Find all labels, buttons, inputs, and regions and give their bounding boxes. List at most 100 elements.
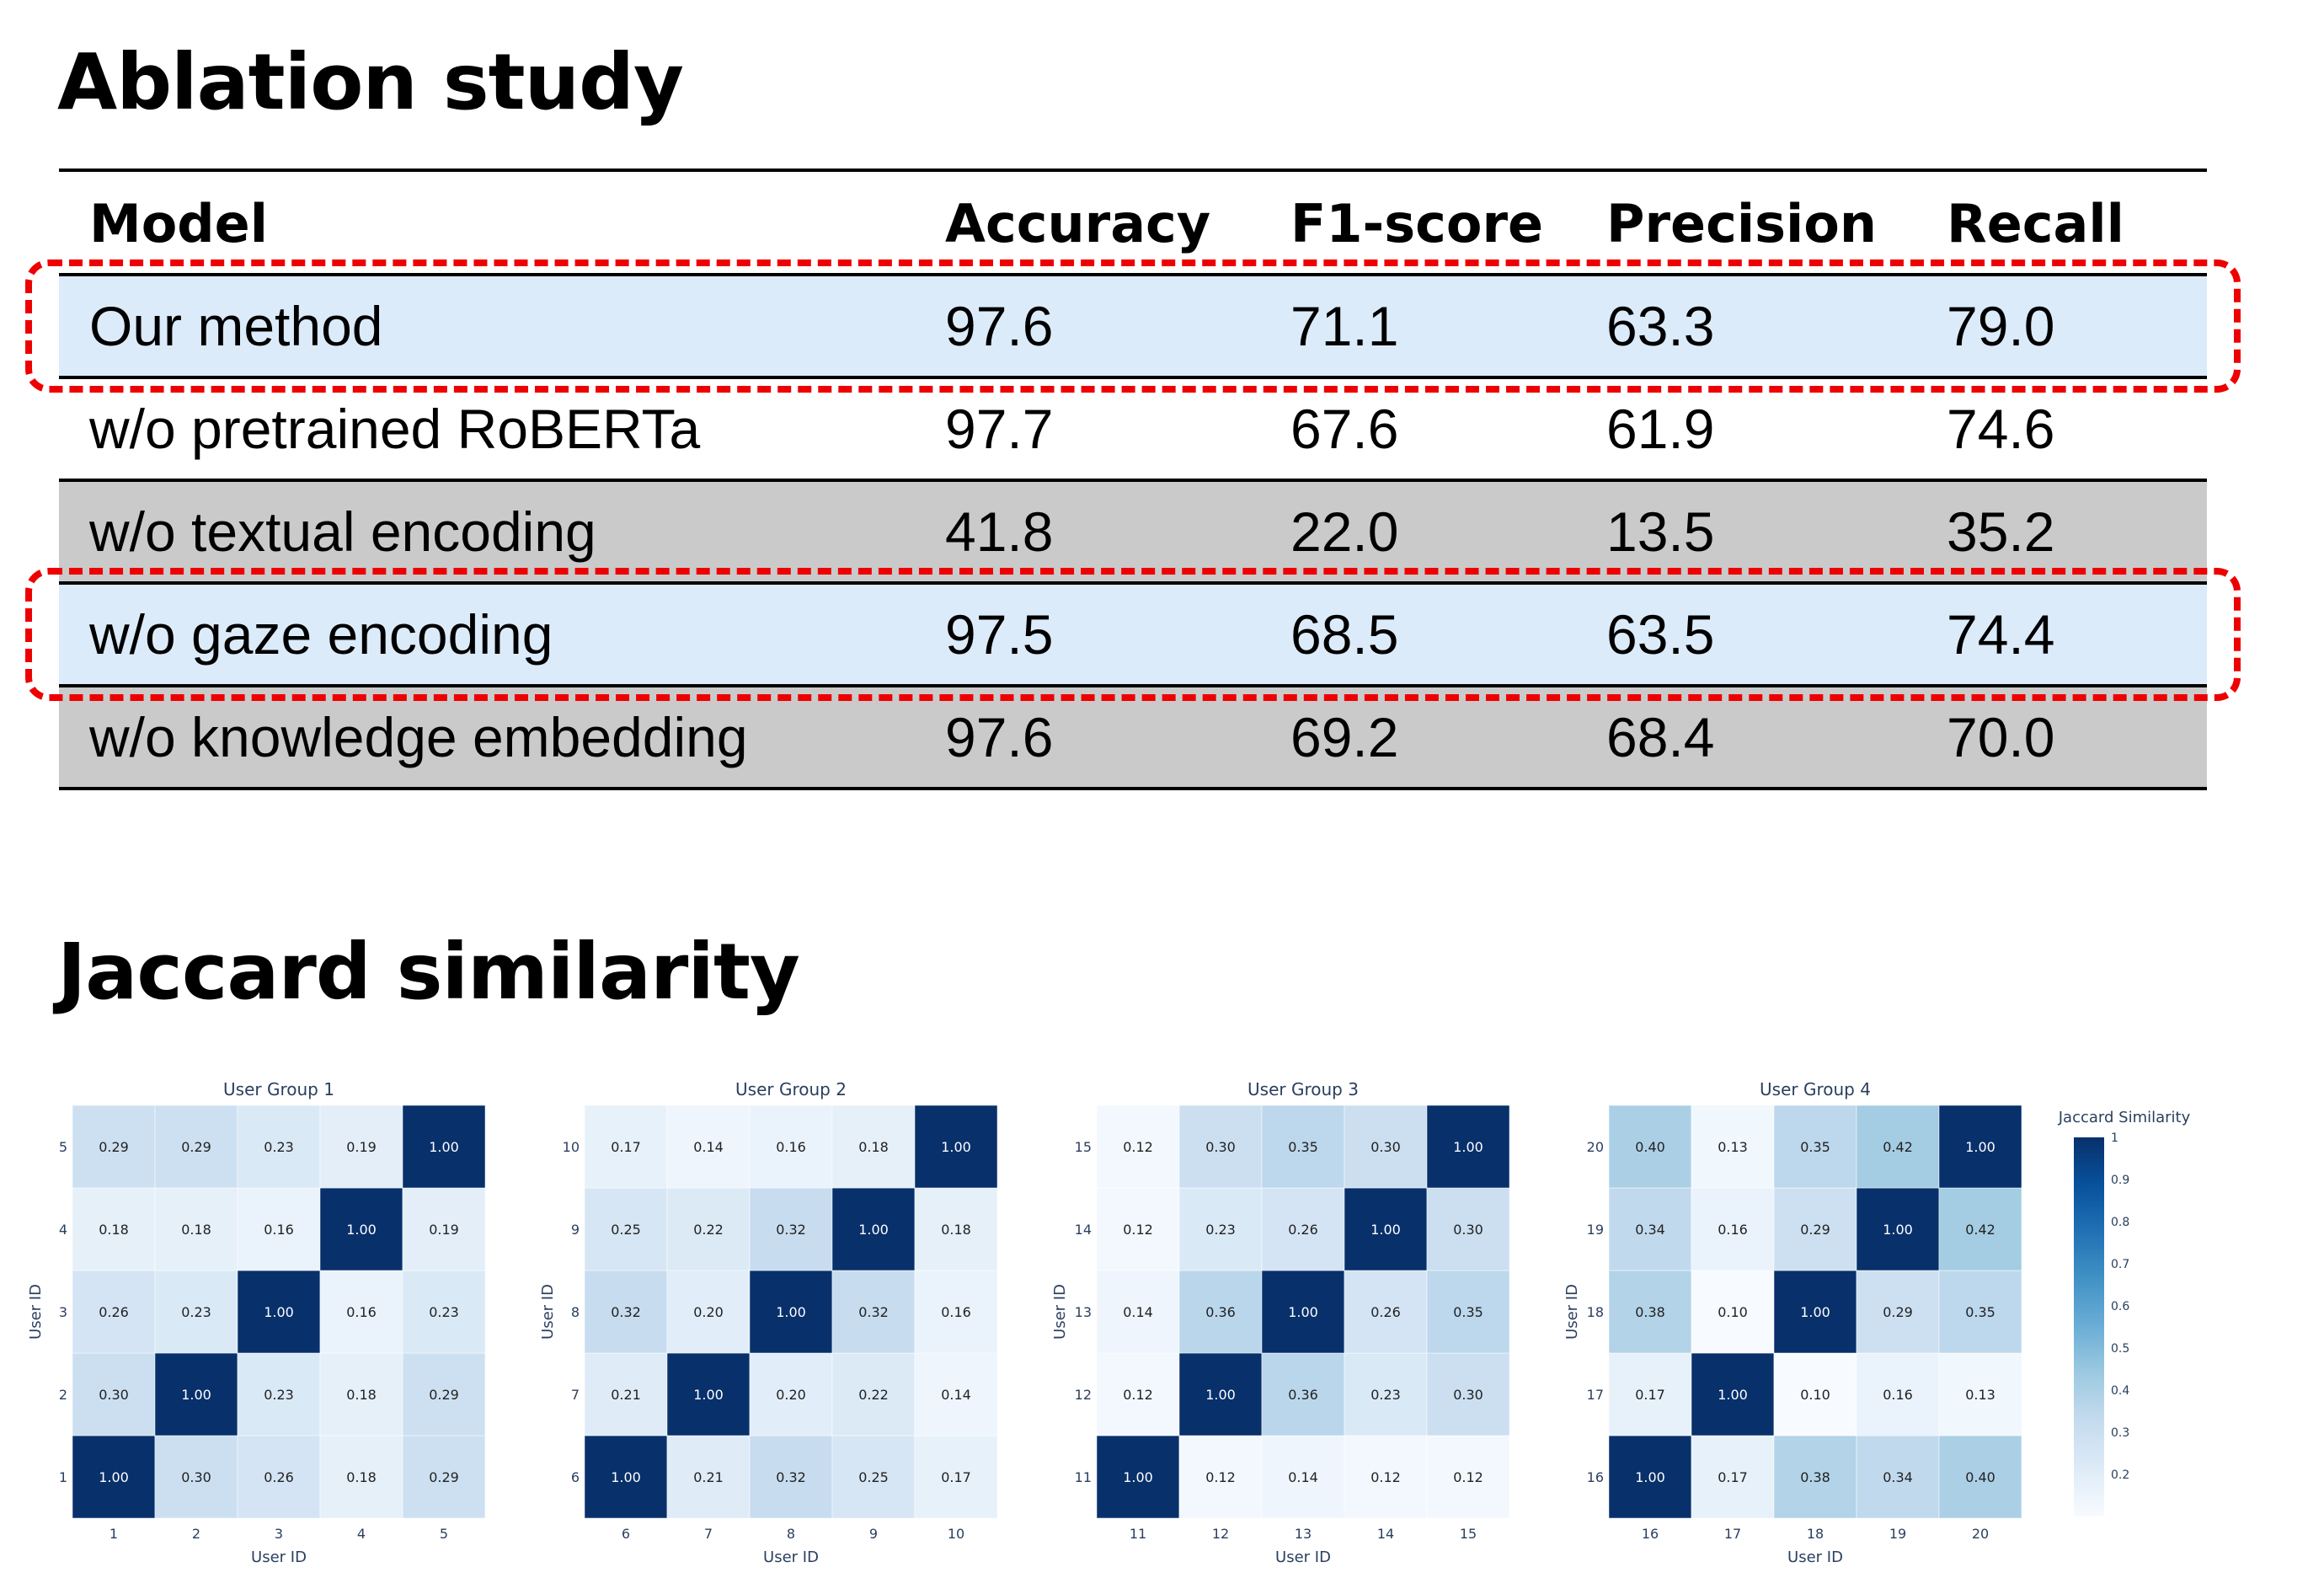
heatmap-cell: [584, 1435, 668, 1519]
cell-value-label: 0.26: [1370, 1304, 1401, 1320]
cell-recall: 79.0: [1947, 295, 2055, 357]
cell-value-label: 1.00: [1370, 1222, 1401, 1238]
heatmap-cell: [72, 1435, 156, 1519]
colorbar-tick-label: 0.9: [2111, 1174, 2129, 1187]
heatmap-cell: [1773, 1187, 1857, 1271]
table-rule: [59, 479, 2207, 482]
heatmap-cell: [1178, 1435, 1263, 1519]
cell-recall: 74.4: [1947, 603, 2055, 666]
heatmap-cell: [914, 1435, 998, 1519]
cell-value-label: 0.30: [99, 1387, 129, 1403]
cell-value-label: 0.30: [1370, 1139, 1401, 1155]
cell-value-label: 0.32: [858, 1304, 889, 1320]
cell-value-label: 1.00: [611, 1469, 641, 1485]
cell-value-label: 1.00: [858, 1222, 889, 1238]
heatmap-cell: [72, 1270, 156, 1354]
cell-value-label: 0.13: [1718, 1139, 1748, 1155]
heatmap-cell: [1938, 1352, 2022, 1436]
x-tick-label: 8: [787, 1526, 795, 1542]
colorbar-tick-label: 0.6: [2111, 1300, 2129, 1313]
cell-value-label: 0.14: [1288, 1469, 1318, 1485]
cell-value-label: 0.35: [1453, 1304, 1483, 1320]
cell-value-label: 0.30: [1205, 1139, 1236, 1155]
heatmap-title: User Group 2: [735, 1079, 847, 1099]
cell-value-label: 1.00: [99, 1469, 129, 1485]
heatmap-cell: [154, 1105, 238, 1189]
x-tick-label: 1: [110, 1526, 118, 1542]
y-axis-label: User ID: [539, 1284, 557, 1340]
heatmap-cell: [666, 1187, 751, 1271]
cell-value-label: 0.38: [1800, 1469, 1830, 1485]
cell-value-label: 0.21: [693, 1469, 724, 1485]
cell-value-label: 0.19: [429, 1222, 459, 1238]
heatmap-cell: [1773, 1270, 1857, 1354]
cell-accuracy: 97.6: [945, 295, 1054, 357]
cell-value-label: 1.00: [1883, 1222, 1913, 1238]
table-bottom-rule: [59, 787, 2207, 790]
colorbar-tick-label: 0.5: [2111, 1342, 2129, 1356]
heatmap-cell: [1691, 1352, 1775, 1436]
cell-value-label: 0.18: [858, 1139, 889, 1155]
cell-value-label: 0.12: [1453, 1469, 1483, 1485]
heatmap-cell: [1096, 1105, 1180, 1189]
cell-value-label: 0.17: [1635, 1387, 1665, 1403]
y-tick-label: 17: [1587, 1387, 1604, 1403]
cell-value-label: 1.00: [1718, 1387, 1748, 1403]
y-tick-label: 4: [59, 1222, 67, 1238]
x-tick-label: 14: [1377, 1526, 1394, 1542]
heatmap-cell: [1344, 1352, 1428, 1436]
heatmap-cell: [237, 1105, 321, 1189]
y-tick-label: 10: [563, 1139, 580, 1155]
x-axis-label: User ID: [251, 1549, 307, 1566]
x-tick-label: 20: [1972, 1526, 1989, 1542]
cell-value-label: 0.13: [1965, 1387, 1995, 1403]
heatmap-cell: [1096, 1352, 1180, 1436]
heatmap-cell: [1938, 1105, 2022, 1189]
highlight-box-our-method: [25, 259, 2241, 393]
x-tick-label: 13: [1295, 1526, 1312, 1542]
cell-model: w/o pretrained RoBERTa: [89, 398, 701, 460]
heatmap-cell: [1608, 1105, 1692, 1189]
y-tick-label: 16: [1587, 1469, 1604, 1485]
heatmap-cell: [237, 1270, 321, 1354]
cell-recall: 74.6: [1947, 398, 2055, 460]
cell-value-label: 1.00: [941, 1139, 971, 1155]
cell-f1: 22.0: [1290, 500, 1399, 563]
cell-value-label: 0.25: [858, 1469, 889, 1485]
cell-value-label: 0.29: [1800, 1222, 1830, 1238]
cell-recall: 70.0: [1947, 706, 2055, 768]
heatmap-cell: [749, 1270, 833, 1354]
cell-value-label: 0.35: [1288, 1139, 1318, 1155]
cell-value-label: 0.23: [1205, 1222, 1236, 1238]
heatmap-cell: [584, 1105, 668, 1189]
heatmap-cell: [319, 1270, 403, 1354]
cell-value-label: 0.14: [693, 1139, 724, 1155]
cell-value-label: 1.00: [776, 1304, 806, 1320]
cell-accuracy: 97.6: [945, 706, 1054, 768]
heatmap-cell: [1261, 1270, 1345, 1354]
heatmap-cell: [1938, 1187, 2022, 1271]
heatmap-cell: [914, 1270, 998, 1354]
heatmap-cell: [1938, 1270, 2022, 1354]
cell-value-label: 0.36: [1288, 1387, 1318, 1403]
y-tick-label: 11: [1075, 1469, 1092, 1485]
cell-value-label: 1.00: [429, 1139, 459, 1155]
heatmap-cell: [749, 1435, 833, 1519]
cell-value-label: 0.14: [1123, 1304, 1153, 1320]
y-tick-label: 7: [571, 1387, 580, 1403]
cell-value-label: 0.32: [776, 1222, 806, 1238]
heatmap-cell: [1773, 1435, 1857, 1519]
cell-value-label: 1.00: [1965, 1139, 1995, 1155]
cell-f1: 68.5: [1290, 603, 1399, 666]
heatmap-cell: [1856, 1435, 1940, 1519]
heatmap-cell: [1261, 1187, 1345, 1271]
y-tick-label: 5: [59, 1139, 67, 1155]
colorbar-tick-label: 0.3: [2111, 1426, 2129, 1440]
heatmap-figure: User Group 11.00 0.30 0.26 0.18 0.290.30 1.00…: [27, 1079, 2191, 1566]
heatmap-cell: [1096, 1187, 1180, 1271]
heatmap-cell: [154, 1435, 238, 1519]
cell-value-label: 0.29: [1883, 1304, 1913, 1320]
cell-value-label: 0.18: [99, 1222, 129, 1238]
cell-value-label: 0.17: [941, 1469, 971, 1485]
cell-value-label: 0.19: [346, 1139, 377, 1155]
